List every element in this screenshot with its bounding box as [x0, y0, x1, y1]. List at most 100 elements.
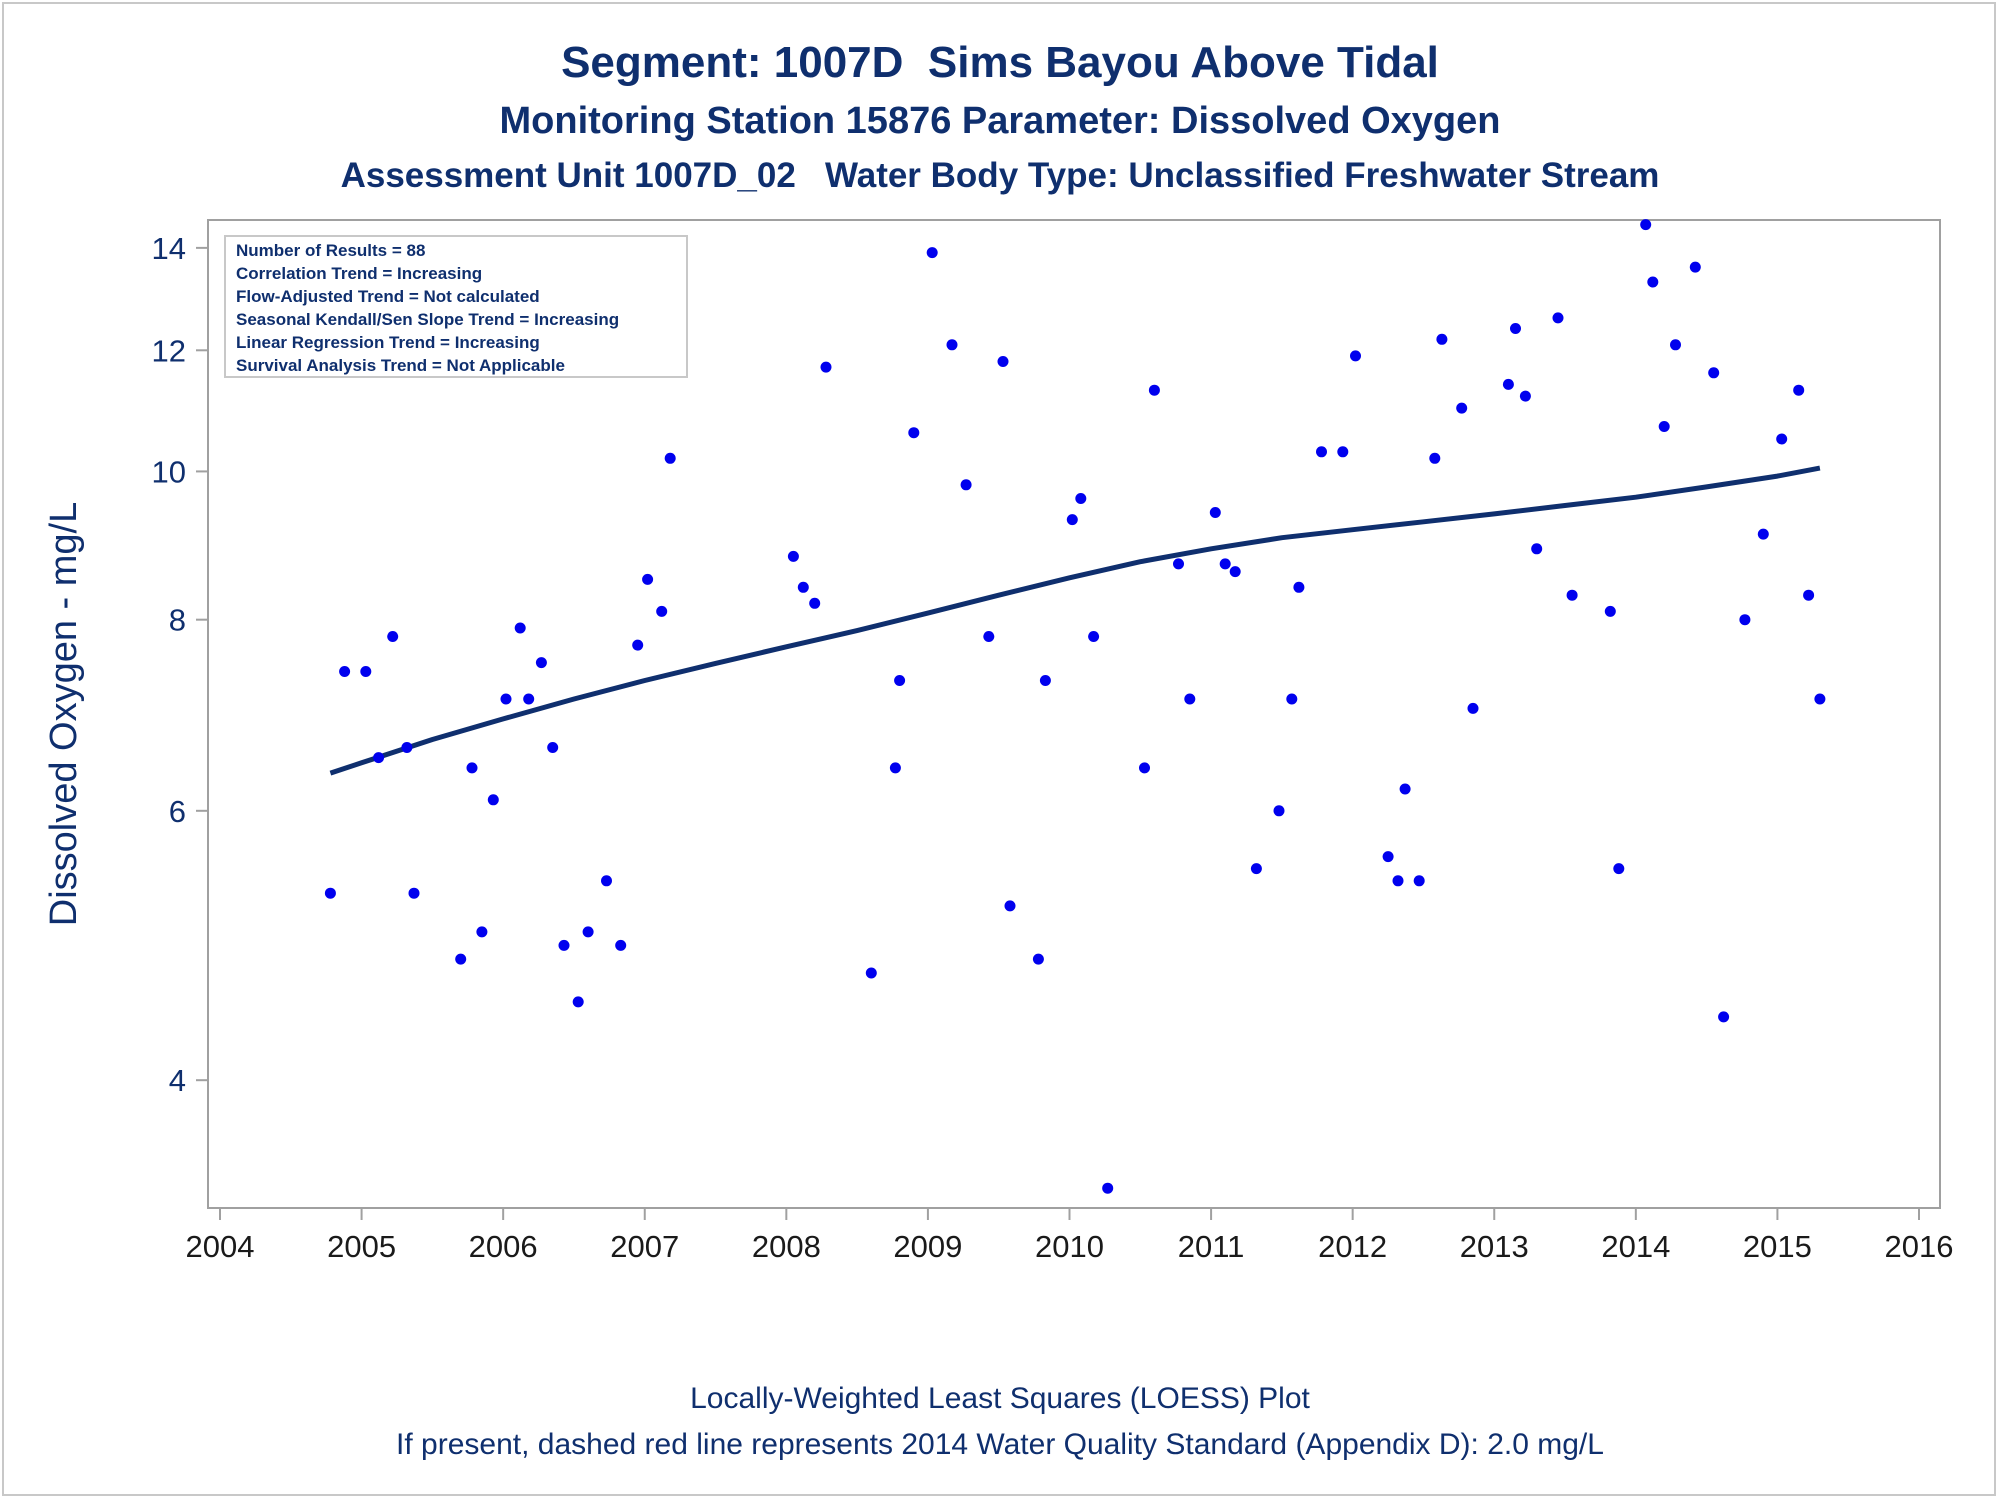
x-tick-label: 2010 — [1035, 1229, 1104, 1264]
plot-area-frame — [207, 219, 1941, 1209]
data-point — [1004, 900, 1016, 912]
data-point — [514, 622, 526, 634]
data-point — [865, 967, 877, 979]
x-tick-label: 2009 — [893, 1229, 962, 1264]
data-point — [601, 875, 612, 887]
data-point — [1382, 851, 1394, 863]
data-point — [797, 581, 809, 593]
data-point — [1413, 875, 1425, 887]
data-point — [582, 926, 594, 938]
data-point — [1337, 446, 1349, 458]
data-point — [558, 939, 570, 951]
data-point — [476, 926, 488, 938]
data-points-layer — [324, 219, 1826, 1194]
data-point — [1088, 631, 1100, 642]
data-point — [946, 339, 958, 351]
data-point — [535, 657, 547, 669]
data-point — [401, 742, 413, 753]
data-point — [615, 939, 627, 951]
data-point — [1102, 1182, 1114, 1194]
data-point — [523, 693, 535, 705]
data-point — [324, 887, 336, 899]
data-point — [500, 693, 512, 705]
data-point — [487, 794, 499, 806]
x-tick-label: 2015 — [1743, 1229, 1812, 1264]
loess-trend-layer — [329, 465, 1821, 776]
x-tick-label: 2008 — [752, 1229, 821, 1264]
data-point — [1293, 581, 1305, 593]
data-point — [960, 479, 972, 491]
data-point — [1502, 378, 1514, 390]
data-point — [1139, 762, 1150, 774]
data-point — [1273, 805, 1285, 817]
data-point — [1039, 675, 1051, 686]
data-point — [1531, 543, 1543, 555]
data-point — [387, 631, 399, 642]
data-point — [1229, 566, 1241, 578]
data-point — [360, 666, 372, 677]
data-point — [997, 356, 1009, 367]
stats-line: Correlation Trend = Increasing — [236, 264, 482, 283]
data-point — [455, 953, 467, 965]
data-point — [1456, 402, 1468, 414]
data-point — [1658, 421, 1670, 432]
data-point — [1467, 702, 1479, 714]
data-point — [1566, 589, 1578, 601]
y-tick-label: 8 — [169, 603, 186, 638]
data-point — [889, 762, 901, 774]
chart-subtitle-assessment-unit: Assessment Unit 1007D_02 Water Body Type… — [340, 156, 1660, 195]
data-point — [1429, 452, 1441, 464]
data-point — [572, 996, 584, 1008]
y-tick-label: 6 — [169, 794, 186, 829]
y-tick-label: 12 — [152, 333, 186, 368]
data-point — [894, 675, 906, 686]
data-point — [1803, 589, 1815, 601]
data-point — [1075, 493, 1087, 504]
stats-line: Number of Results = 88 — [236, 241, 425, 260]
data-point — [1604, 605, 1616, 617]
loess-trend-line — [329, 465, 1821, 776]
data-point — [1776, 433, 1788, 445]
data-point — [1613, 863, 1625, 875]
data-point — [1552, 312, 1564, 324]
data-point — [1708, 367, 1720, 379]
data-point — [1670, 339, 1681, 351]
data-point — [1032, 953, 1044, 965]
data-point — [1286, 693, 1298, 705]
x-tick-label: 2006 — [469, 1229, 538, 1264]
data-point — [1718, 1011, 1730, 1023]
footnote-loess: Locally-Weighted Least Squares (LOESS) P… — [690, 1382, 1310, 1415]
data-point — [1350, 350, 1361, 362]
x-tick-label: 2014 — [1601, 1229, 1670, 1264]
data-point — [787, 550, 799, 562]
data-point — [1510, 323, 1521, 334]
data-point — [642, 573, 654, 585]
data-point — [908, 427, 920, 439]
trend-stats-box: Number of Results = 88 Correlation Trend … — [224, 235, 688, 378]
x-tick-label: 2005 — [327, 1229, 396, 1264]
plot-axes: 2004 2005 2006 2007 2008 2009 2010 2011 2012 2013… — [43, 219, 1954, 1264]
data-point — [1739, 614, 1751, 626]
y-tick-label: 10 — [152, 454, 186, 489]
data-point — [632, 639, 644, 651]
x-tick-label: 2016 — [1885, 1229, 1954, 1264]
data-point — [547, 742, 559, 753]
data-point — [1066, 514, 1078, 526]
data-point — [1399, 783, 1411, 795]
stats-box-border — [224, 235, 688, 378]
x-tick-label: 2004 — [186, 1229, 255, 1264]
data-point — [1757, 528, 1769, 540]
x-tick-label: 2007 — [610, 1229, 679, 1264]
data-point — [983, 631, 995, 642]
chart-title: Segment: 1007D Sims Bayou Above Tidal — [561, 38, 1439, 87]
data-point — [1814, 693, 1826, 705]
data-point — [1519, 390, 1531, 402]
data-point — [1173, 558, 1184, 570]
data-point — [1148, 384, 1160, 396]
data-point — [926, 247, 938, 259]
data-point — [1640, 219, 1652, 231]
stats-line: Seasonal Kendall/Sen Slope Trend = Incre… — [236, 310, 619, 329]
data-point — [656, 605, 668, 617]
x-tick-label: 2012 — [1318, 1229, 1387, 1264]
